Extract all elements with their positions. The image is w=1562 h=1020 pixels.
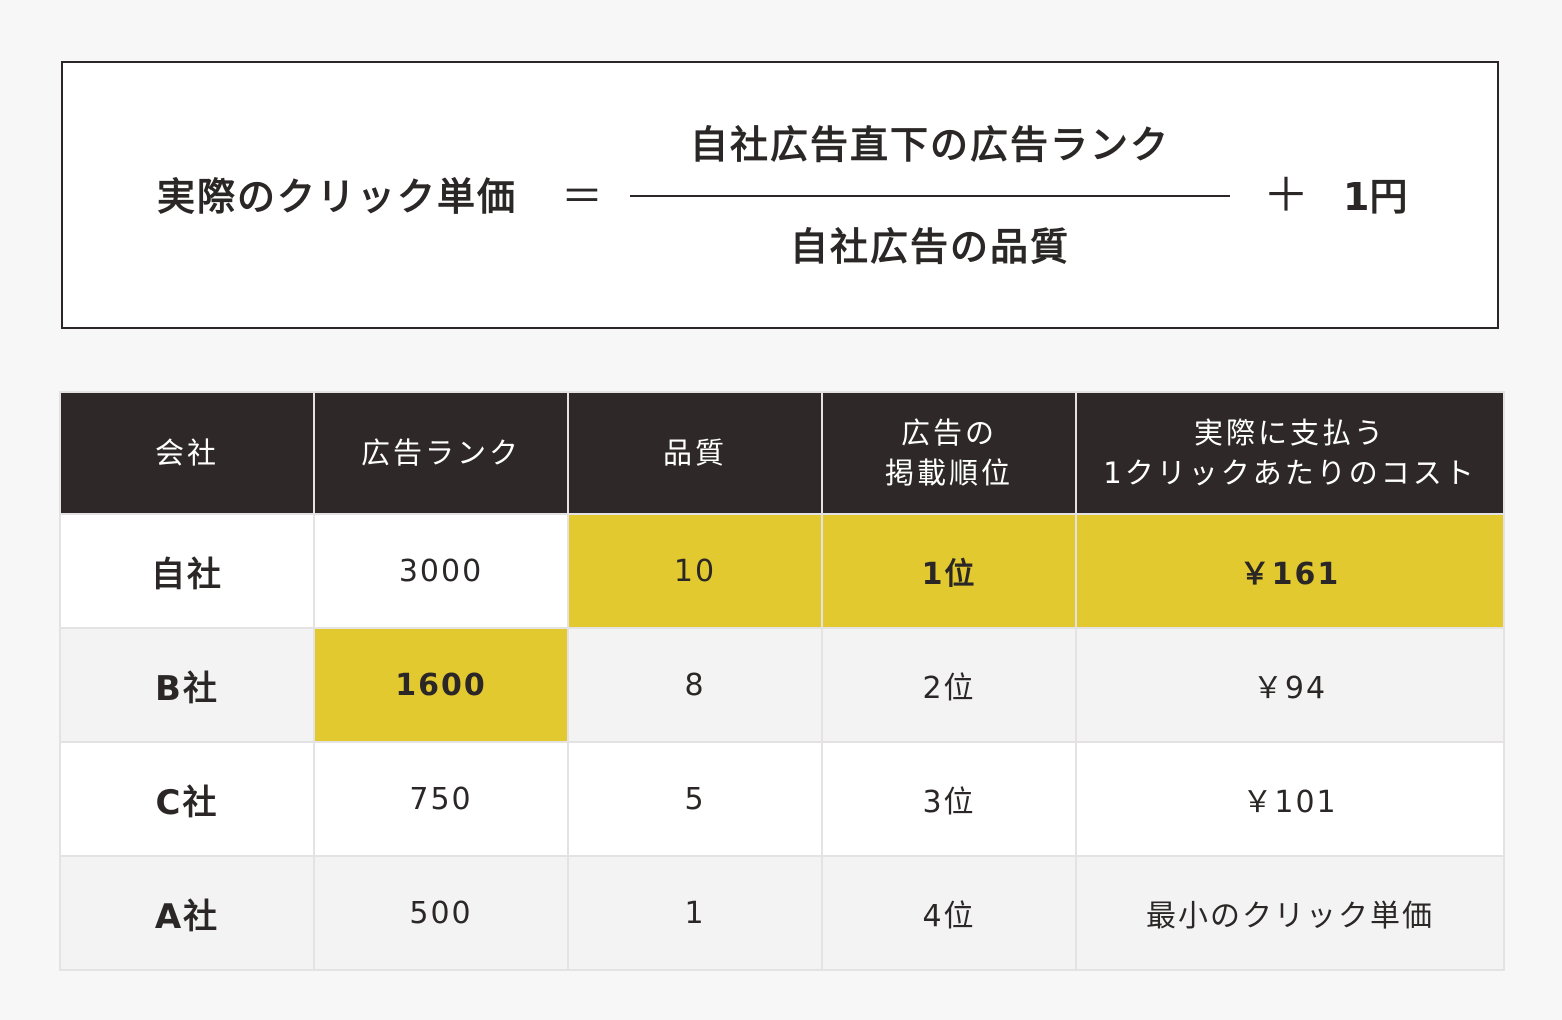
table-header-row: 会社 広告ランク 品質 広告の 掲載順位 実際に支払う 1クリックあたりのコスト bbox=[59, 391, 1505, 515]
cost-cell: ￥161 bbox=[1075, 513, 1505, 629]
ad-rank-cell: 500 bbox=[313, 855, 569, 971]
ad-rank-cell: 750 bbox=[313, 741, 569, 857]
position-cell: 4位 bbox=[821, 855, 1077, 971]
header-ad-position-line1: 広告の bbox=[900, 416, 997, 450]
table-row: A社 500 1 4位 最小のクリック単価 bbox=[59, 855, 1505, 971]
company-cell: A社 bbox=[59, 855, 315, 971]
formula-equals-sign: ＝ bbox=[561, 172, 604, 221]
cpc-formula-box: 実際のクリック単価 ＝ 自社広告直下の広告ランク 自社広告の品質 ＋ 1円 bbox=[61, 61, 1499, 329]
cost-cell: ￥94 bbox=[1075, 627, 1505, 743]
table-row: B社 1600 8 2位 ￥94 bbox=[59, 627, 1505, 743]
header-ad-position: 広告の 掲載順位 bbox=[821, 391, 1077, 515]
table-row: C社 750 5 3位 ￥101 bbox=[59, 741, 1505, 857]
company-cell: 自社 bbox=[59, 513, 315, 629]
quality-cell: 5 bbox=[567, 741, 823, 857]
cost-cell: ￥101 bbox=[1075, 741, 1505, 857]
ad-rank-cell: 1600 bbox=[313, 627, 569, 743]
header-quality: 品質 bbox=[567, 391, 823, 515]
header-company: 会社 bbox=[59, 391, 315, 515]
quality-cell: 1 bbox=[567, 855, 823, 971]
header-actual-cost-line2: 1クリックあたりのコスト bbox=[1103, 456, 1477, 490]
header-ad-rank: 広告ランク bbox=[313, 391, 569, 515]
ad-rank-cell: 3000 bbox=[313, 513, 569, 629]
position-cell: 1位 bbox=[821, 513, 1077, 629]
formula-constant: 1円 bbox=[1343, 175, 1408, 219]
company-cell: C社 bbox=[59, 741, 315, 857]
fraction-bar bbox=[630, 195, 1230, 197]
table-row: 自社 3000 10 1位 ￥161 bbox=[59, 513, 1505, 629]
cpc-comparison-table: 会社 広告ランク 品質 広告の 掲載順位 実際に支払う 1クリックあたりのコスト… bbox=[59, 391, 1505, 971]
header-actual-cost-line1: 実際に支払う bbox=[1193, 416, 1386, 450]
header-actual-cost: 実際に支払う 1クリックあたりのコスト bbox=[1075, 391, 1505, 515]
formula-denominator: 自社広告の品質 bbox=[789, 225, 1070, 269]
formula-actual-cpc: 実際のクリック単価 bbox=[157, 175, 518, 219]
company-cell: B社 bbox=[59, 627, 315, 743]
quality-cell: 8 bbox=[567, 627, 823, 743]
formula-numerator: 自社広告直下の広告ランク bbox=[689, 123, 1170, 167]
formula-plus-sign: ＋ bbox=[1263, 168, 1309, 222]
cost-cell: 最小のクリック単価 bbox=[1075, 855, 1505, 971]
position-cell: 3位 bbox=[821, 741, 1077, 857]
header-ad-position-line2: 掲載順位 bbox=[884, 456, 1013, 490]
position-cell: 2位 bbox=[821, 627, 1077, 743]
quality-cell: 10 bbox=[567, 513, 823, 629]
